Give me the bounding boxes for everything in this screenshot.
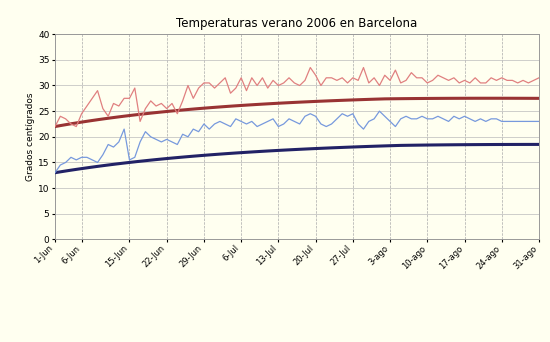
- Y-axis label: Grados centígrados: Grados centígrados: [26, 93, 35, 181]
- Title: Temperaturas verano 2006 en Barcelona: Temperaturas verano 2006 en Barcelona: [177, 17, 417, 30]
